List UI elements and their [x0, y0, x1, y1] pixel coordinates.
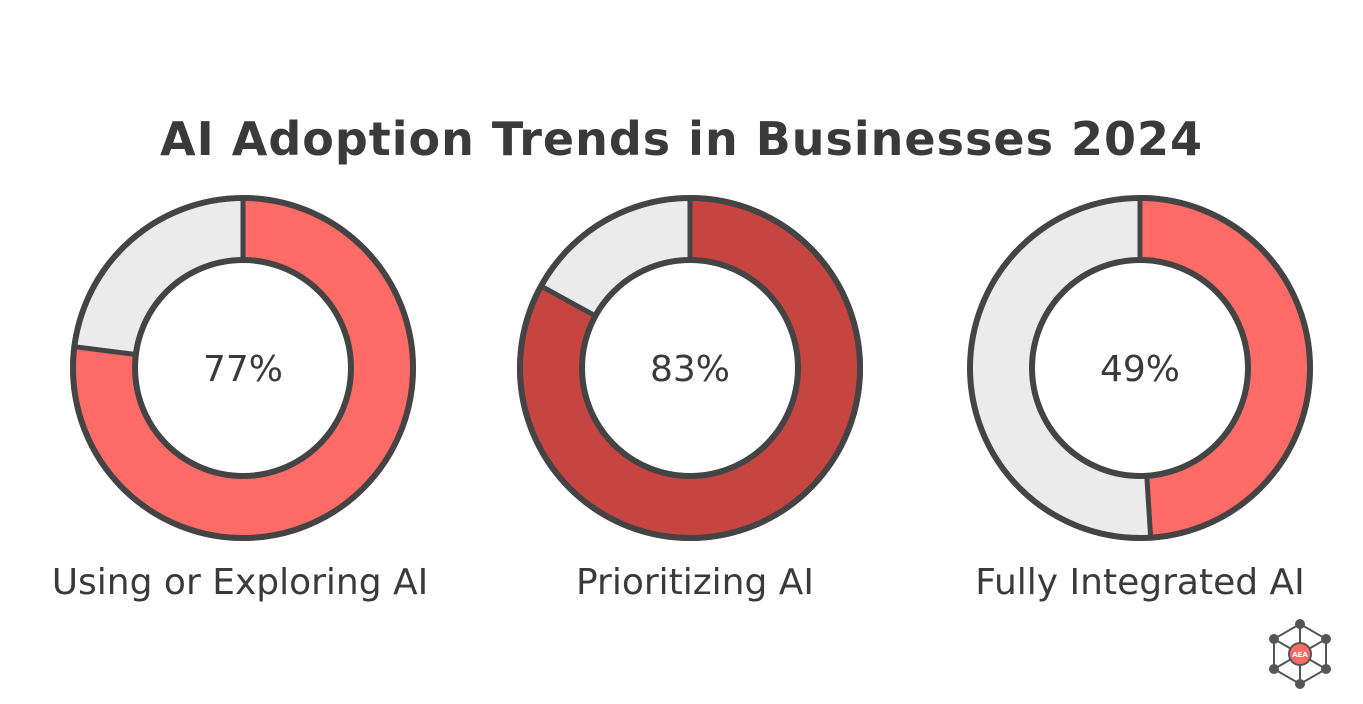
- caption-fully-integrated-ai: Fully Integrated AI: [975, 562, 1305, 603]
- donut-value-label-prioritizing-ai: 83%: [650, 349, 730, 390]
- donut-end-divider: [1144, 475, 1154, 538]
- donut-value-arc-fully-integrated-ai: [1139, 195, 1313, 541]
- donut-value-arc-using-or-exploring-ai: [70, 195, 416, 541]
- donut-end-divider: [539, 283, 597, 319]
- donut-prioritizing-ai: 83%: [517, 195, 863, 541]
- logo-text: AEA: [1292, 651, 1308, 659]
- logo-center-badge: [1288, 642, 1312, 666]
- caption-prioritizing-ai: Prioritizing AI: [575, 562, 815, 603]
- donut-value-arc-prioritizing-ai: [517, 195, 863, 541]
- donut-value-label-fully-integrated-ai: 49%: [1100, 349, 1180, 390]
- donut-fully-integrated-ai: 49%: [967, 195, 1313, 541]
- caption-using-or-exploring-ai: Using or Exploring AI: [51, 562, 429, 603]
- donut-using-or-exploring-ai: 77%: [70, 195, 416, 541]
- chart-title: AI Adoption Trends in Businesses 2024: [159, 112, 1203, 166]
- molecule-network-icon: AEA: [1269, 619, 1331, 689]
- donut-value-label-using-or-exploring-ai: 77%: [203, 349, 283, 390]
- donut-end-divider: [74, 344, 137, 357]
